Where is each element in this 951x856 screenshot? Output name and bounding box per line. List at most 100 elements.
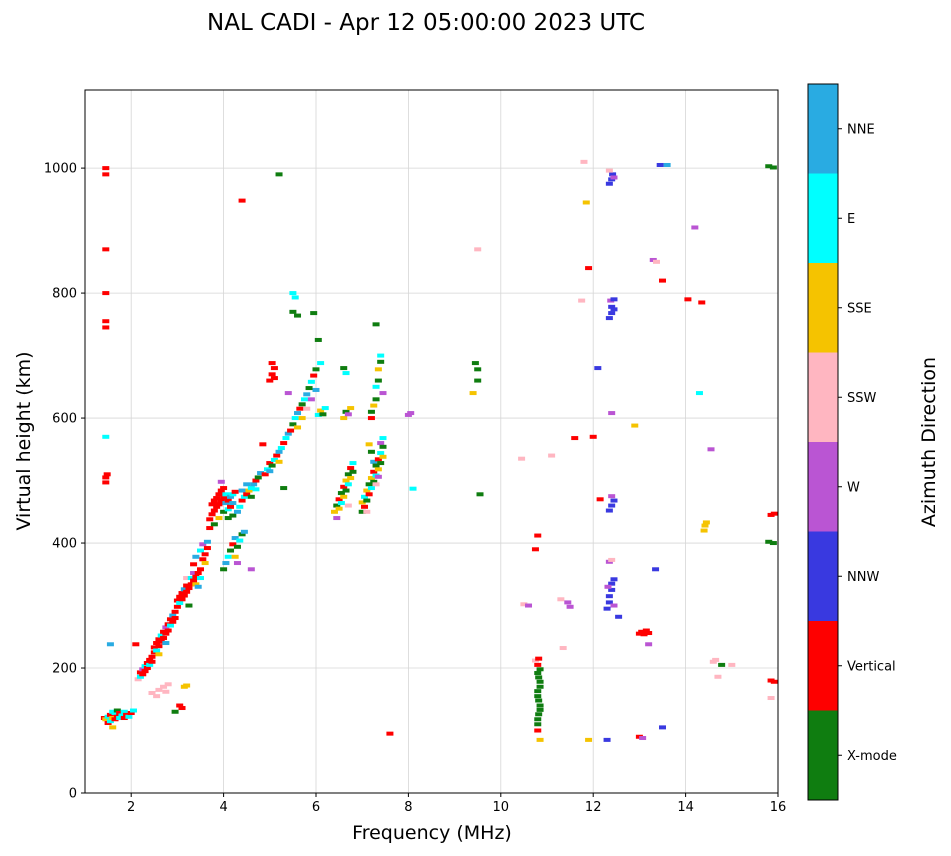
x-tick-label: 10 [493, 800, 510, 815]
colorbar-segment [808, 84, 838, 174]
data-point [155, 687, 163, 692]
data-point [589, 434, 597, 439]
data-point [374, 378, 382, 383]
data-point [605, 316, 613, 321]
data-point [173, 604, 181, 609]
data-point [342, 409, 350, 414]
data-point [266, 461, 274, 466]
data-point [603, 737, 611, 742]
data-point [270, 376, 278, 381]
x-tick-label: 14 [677, 800, 694, 815]
data-point [275, 449, 283, 454]
data-point [268, 372, 276, 377]
data-point [534, 717, 542, 722]
data-point [659, 725, 666, 730]
data-point [125, 714, 133, 719]
data-point [340, 416, 348, 421]
data-point [294, 313, 302, 318]
data-point [224, 516, 232, 521]
data-point [534, 533, 542, 538]
data-point [303, 406, 311, 411]
data-point [294, 411, 302, 416]
data-point [213, 504, 221, 509]
data-point [106, 642, 114, 647]
data-point [183, 576, 191, 581]
data-point [194, 584, 202, 589]
data-point [268, 361, 276, 366]
data-point [344, 472, 352, 477]
data-point [178, 597, 186, 602]
chart-title: NAL CADI - Apr 12 05:00:00 2023 UTC [207, 10, 645, 36]
data-point [610, 297, 618, 302]
data-point [190, 571, 198, 576]
data-point [157, 639, 165, 644]
data-point [224, 498, 232, 503]
data-point [203, 539, 211, 544]
data-point [236, 504, 244, 509]
data-point [203, 546, 211, 551]
y-tick-label: 400 [52, 537, 77, 552]
data-point [155, 652, 163, 657]
data-point [347, 476, 355, 481]
data-point [183, 589, 191, 594]
data-point [275, 459, 283, 464]
data-point [155, 644, 163, 649]
data-point [201, 552, 209, 557]
colorbar-title: Azimuth Direction [918, 356, 940, 528]
data-point [314, 337, 322, 342]
data-point [314, 412, 322, 417]
data-point [227, 548, 235, 553]
data-point [215, 492, 223, 497]
data-point [169, 613, 177, 618]
data-point [160, 636, 168, 641]
data-point [229, 542, 237, 547]
data-point [333, 503, 341, 508]
data-point [312, 387, 320, 392]
data-point [229, 501, 237, 506]
data-point [307, 397, 315, 402]
x-tick-label: 2 [127, 800, 135, 815]
data-point [337, 501, 345, 506]
data-point [148, 691, 156, 696]
data-point [564, 600, 572, 605]
data-point [610, 175, 618, 180]
data-point [224, 507, 232, 512]
data-point [220, 567, 228, 572]
data-point [231, 489, 239, 494]
colorbar-category-label: X-mode [847, 749, 897, 764]
data-point [217, 498, 225, 503]
data-point [259, 442, 267, 447]
data-point [229, 492, 237, 497]
data-point [377, 461, 385, 466]
data-point [160, 684, 168, 689]
data-point [296, 406, 304, 411]
data-point [153, 694, 161, 699]
data-point [374, 457, 382, 462]
data-point [224, 554, 232, 559]
data-point [289, 422, 297, 427]
colorbar-category-label: NNE [847, 122, 875, 137]
data-point [136, 674, 144, 679]
data-point [386, 731, 394, 736]
data-point [770, 511, 778, 516]
data-point [367, 449, 375, 454]
data-point [134, 677, 142, 682]
data-point [585, 266, 593, 271]
x-tick-label: 8 [404, 800, 412, 815]
data-point [566, 604, 574, 609]
data-point [298, 416, 306, 421]
data-point [106, 712, 114, 717]
data-point [714, 674, 722, 679]
data-point [162, 631, 170, 636]
data-point [347, 466, 355, 471]
data-point [374, 467, 382, 472]
data-point [199, 557, 207, 562]
data-point [337, 491, 345, 496]
data-point [340, 366, 348, 371]
data-point [187, 582, 195, 587]
data-point [605, 600, 613, 605]
data-point [180, 593, 188, 598]
data-point [171, 609, 179, 614]
data-point [102, 319, 110, 324]
